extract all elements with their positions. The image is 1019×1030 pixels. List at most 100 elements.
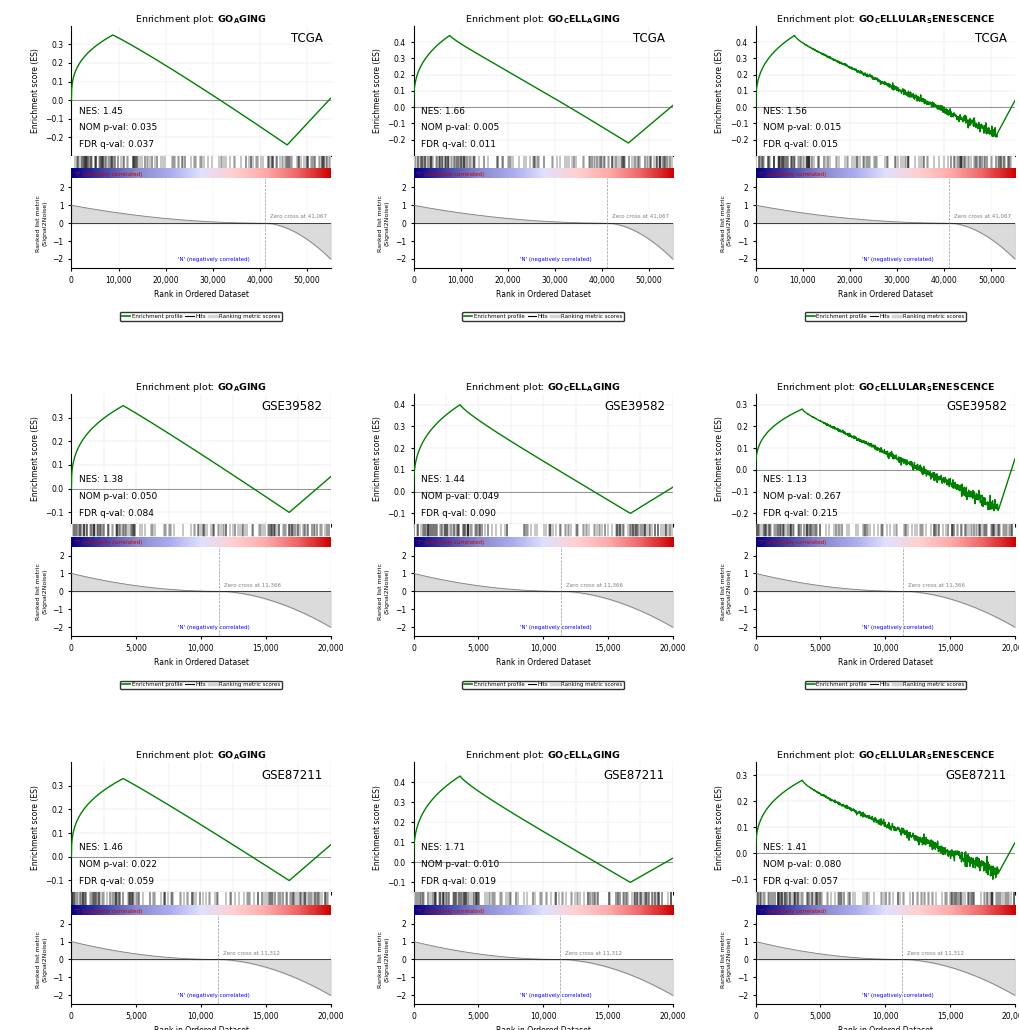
X-axis label: Rank in Ordered Dataset: Rank in Ordered Dataset [495, 658, 590, 667]
Y-axis label: Enrichment score (ES): Enrichment score (ES) [714, 785, 723, 869]
Y-axis label: Ranked list metric
(Signal2Noise): Ranked list metric (Signal2Noise) [378, 562, 389, 620]
Title: Enrichment plot: $\mathbf{GO_AGING}$: Enrichment plot: $\mathbf{GO_AGING}$ [135, 12, 267, 26]
Text: 'T' (positively correlated): 'T' (positively correlated) [416, 541, 484, 546]
Text: Zero cross at 11,366: Zero cross at 11,366 [907, 582, 964, 587]
X-axis label: Rank in Ordered Dataset: Rank in Ordered Dataset [153, 1027, 249, 1030]
Text: NES: 1.45: NES: 1.45 [79, 106, 123, 115]
Title: Enrichment plot: $\mathbf{GO_CELLULAR_SENESCENCE}$: Enrichment plot: $\mathbf{GO_CELLULAR_SE… [774, 749, 994, 762]
Text: FDR q-val: 0.059: FDR q-val: 0.059 [79, 877, 154, 886]
Title: Enrichment plot: $\mathbf{GO_CELL_AGING}$: Enrichment plot: $\mathbf{GO_CELL_AGING}… [465, 749, 621, 762]
Text: NES: 1.56: NES: 1.56 [763, 106, 807, 115]
Text: TCGA: TCGA [290, 32, 322, 45]
Text: NOM p-val: 0.015: NOM p-val: 0.015 [763, 124, 841, 133]
Text: 'N' (negatively correlated): 'N' (negatively correlated) [520, 256, 591, 262]
Text: FDR q-val: 0.057: FDR q-val: 0.057 [763, 877, 838, 886]
Text: NES: 1.66: NES: 1.66 [421, 106, 465, 115]
Y-axis label: Enrichment score (ES): Enrichment score (ES) [373, 48, 381, 133]
Text: FDR q-val: 0.037: FDR q-val: 0.037 [79, 140, 154, 149]
Text: Zero cross at 11,312: Zero cross at 11,312 [907, 951, 964, 956]
Text: NOM p-val: 0.010: NOM p-val: 0.010 [421, 860, 499, 868]
Title: Enrichment plot: $\mathbf{GO_CELL_AGING}$: Enrichment plot: $\mathbf{GO_CELL_AGING}… [465, 381, 621, 393]
Y-axis label: Ranked list metric
(Signal2Noise): Ranked list metric (Signal2Noise) [378, 195, 389, 251]
Text: 'T' (positively correlated): 'T' (positively correlated) [74, 908, 142, 914]
Text: NOM p-val: 0.022: NOM p-val: 0.022 [79, 860, 157, 868]
X-axis label: Rank in Ordered Dataset: Rank in Ordered Dataset [837, 1027, 932, 1030]
Text: 'N' (negatively correlated): 'N' (negatively correlated) [178, 256, 250, 262]
Text: 'N' (negatively correlated): 'N' (negatively correlated) [861, 625, 933, 630]
Text: GSE87211: GSE87211 [261, 768, 322, 782]
Text: NOM p-val: 0.005: NOM p-val: 0.005 [421, 124, 499, 133]
Text: 'T' (positively correlated): 'T' (positively correlated) [757, 541, 825, 546]
Text: Zero cross at 11,312: Zero cross at 11,312 [223, 951, 280, 956]
Text: 'N' (negatively correlated): 'N' (negatively correlated) [178, 993, 250, 998]
Text: 'N' (negatively correlated): 'N' (negatively correlated) [520, 993, 591, 998]
Y-axis label: Enrichment score (ES): Enrichment score (ES) [373, 416, 381, 502]
Legend: Enrichment profile, Hits, Ranking metric scores: Enrichment profile, Hits, Ranking metric… [804, 681, 965, 689]
Text: NOM p-val: 0.080: NOM p-val: 0.080 [763, 860, 841, 868]
Text: GSE39582: GSE39582 [946, 401, 1006, 413]
Text: 'T' (positively correlated): 'T' (positively correlated) [757, 908, 825, 914]
Text: TCGA: TCGA [974, 32, 1006, 45]
Text: 'N' (negatively correlated): 'N' (negatively correlated) [861, 256, 933, 262]
Text: Zero cross at 41,067: Zero cross at 41,067 [611, 214, 668, 219]
Text: Zero cross at 11,366: Zero cross at 11,366 [223, 582, 280, 587]
X-axis label: Rank in Ordered Dataset: Rank in Ordered Dataset [837, 658, 932, 667]
Y-axis label: Enrichment score (ES): Enrichment score (ES) [31, 785, 40, 869]
Text: NES: 1.13: NES: 1.13 [763, 475, 807, 484]
Y-axis label: Enrichment score (ES): Enrichment score (ES) [31, 48, 40, 133]
Title: Enrichment plot: $\mathbf{GO_AGING}$: Enrichment plot: $\mathbf{GO_AGING}$ [135, 749, 267, 762]
Title: Enrichment plot: $\mathbf{GO_CELL_AGING}$: Enrichment plot: $\mathbf{GO_CELL_AGING}… [465, 12, 621, 26]
X-axis label: Rank in Ordered Dataset: Rank in Ordered Dataset [495, 1027, 590, 1030]
Text: NOM p-val: 0.049: NOM p-val: 0.049 [421, 491, 499, 501]
Text: Zero cross at 41,067: Zero cross at 41,067 [270, 214, 327, 219]
Y-axis label: Ranked list metric
(Signal2Noise): Ranked list metric (Signal2Noise) [719, 562, 731, 620]
Text: FDR q-val: 0.090: FDR q-val: 0.090 [421, 509, 496, 517]
Text: NOM p-val: 0.035: NOM p-val: 0.035 [79, 124, 157, 133]
Title: Enrichment plot: $\mathbf{GO_CELLULAR_SENESCENCE}$: Enrichment plot: $\mathbf{GO_CELLULAR_SE… [774, 381, 994, 393]
Y-axis label: Ranked list metric
(Signal2Noise): Ranked list metric (Signal2Noise) [719, 931, 731, 988]
X-axis label: Rank in Ordered Dataset: Rank in Ordered Dataset [153, 290, 249, 299]
Title: Enrichment plot: $\mathbf{GO_AGING}$: Enrichment plot: $\mathbf{GO_AGING}$ [135, 381, 267, 393]
Text: 'T' (positively correlated): 'T' (positively correlated) [416, 908, 484, 914]
Y-axis label: Enrichment score (ES): Enrichment score (ES) [714, 416, 723, 502]
Text: 'T' (positively correlated): 'T' (positively correlated) [416, 172, 484, 177]
Text: 'N' (negatively correlated): 'N' (negatively correlated) [520, 625, 591, 630]
Legend: Enrichment profile, Hits, Ranking metric scores: Enrichment profile, Hits, Ranking metric… [120, 681, 281, 689]
Text: NOM p-val: 0.267: NOM p-val: 0.267 [763, 491, 841, 501]
Text: FDR q-val: 0.215: FDR q-val: 0.215 [763, 509, 838, 517]
X-axis label: Rank in Ordered Dataset: Rank in Ordered Dataset [837, 290, 932, 299]
Legend: Enrichment profile, Hits, Ranking metric scores: Enrichment profile, Hits, Ranking metric… [462, 312, 624, 320]
Y-axis label: Enrichment score (ES): Enrichment score (ES) [373, 785, 381, 869]
Y-axis label: Ranked list metric
(Signal2Noise): Ranked list metric (Signal2Noise) [378, 931, 389, 988]
Text: Zero cross at 11,366: Zero cross at 11,366 [566, 582, 623, 587]
Y-axis label: Enrichment score (ES): Enrichment score (ES) [714, 48, 723, 133]
Y-axis label: Ranked list metric
(Signal2Noise): Ranked list metric (Signal2Noise) [37, 562, 47, 620]
Text: Zero cross at 11,312: Zero cross at 11,312 [565, 951, 622, 956]
Text: 'T' (positively correlated): 'T' (positively correlated) [74, 541, 142, 546]
Text: 'N' (negatively correlated): 'N' (negatively correlated) [861, 993, 933, 998]
Legend: Enrichment profile, Hits, Ranking metric scores: Enrichment profile, Hits, Ranking metric… [804, 312, 965, 320]
Text: 'T' (positively correlated): 'T' (positively correlated) [757, 172, 825, 177]
Text: FDR q-val: 0.015: FDR q-val: 0.015 [763, 140, 838, 149]
Text: NOM p-val: 0.050: NOM p-val: 0.050 [79, 491, 157, 501]
Text: GSE87211: GSE87211 [945, 768, 1006, 782]
Text: NES: 1.38: NES: 1.38 [79, 475, 123, 484]
Text: GSE39582: GSE39582 [603, 401, 664, 413]
X-axis label: Rank in Ordered Dataset: Rank in Ordered Dataset [495, 290, 590, 299]
Text: NES: 1.41: NES: 1.41 [763, 843, 807, 852]
Y-axis label: Ranked list metric
(Signal2Noise): Ranked list metric (Signal2Noise) [37, 195, 47, 251]
Title: Enrichment plot: $\mathbf{GO_CELLULAR_SENESCENCE}$: Enrichment plot: $\mathbf{GO_CELLULAR_SE… [774, 12, 994, 26]
Text: FDR q-val: 0.019: FDR q-val: 0.019 [421, 877, 496, 886]
Text: 'T' (positively correlated): 'T' (positively correlated) [74, 172, 142, 177]
Legend: Enrichment profile, Hits, Ranking metric scores: Enrichment profile, Hits, Ranking metric… [120, 312, 281, 320]
Text: GSE39582: GSE39582 [262, 401, 322, 413]
Text: NES: 1.71: NES: 1.71 [421, 843, 465, 852]
X-axis label: Rank in Ordered Dataset: Rank in Ordered Dataset [153, 658, 249, 667]
Y-axis label: Ranked list metric
(Signal2Noise): Ranked list metric (Signal2Noise) [719, 195, 731, 251]
Text: 'N' (negatively correlated): 'N' (negatively correlated) [178, 625, 250, 630]
Text: Zero cross at 41,067: Zero cross at 41,067 [954, 214, 1011, 219]
Text: FDR q-val: 0.084: FDR q-val: 0.084 [79, 509, 154, 517]
Text: FDR q-val: 0.011: FDR q-val: 0.011 [421, 140, 496, 149]
Y-axis label: Ranked list metric
(Signal2Noise): Ranked list metric (Signal2Noise) [37, 931, 47, 988]
Text: GSE87211: GSE87211 [603, 768, 664, 782]
